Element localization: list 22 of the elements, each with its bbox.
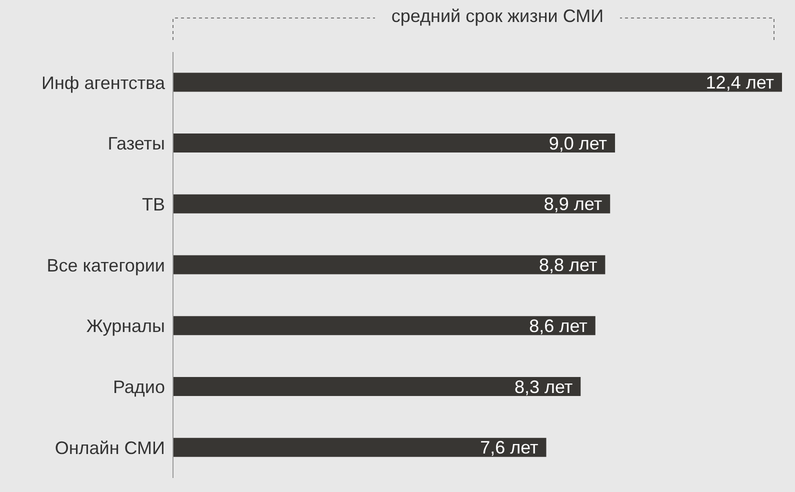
bar	[173, 72, 782, 92]
data-label: 8,9 лет	[544, 194, 602, 214]
bar	[173, 438, 546, 457]
bar	[173, 194, 610, 214]
bar	[173, 255, 606, 274]
data-label: 8,8 лет	[539, 255, 598, 276]
y-tick-label: Радио	[113, 377, 165, 398]
y-tick-label: Журналы	[86, 316, 165, 336]
y-tick-label: Газеты	[108, 134, 165, 154]
chart-title: средний срок жизни СМИ	[375, 6, 620, 26]
data-label: 12,4 лет	[706, 72, 774, 92]
bar	[173, 134, 616, 153]
y-tick-label: Инф агентства	[42, 72, 166, 93]
data-label: 8,3 лет	[514, 376, 573, 397]
bar	[173, 376, 581, 396]
y-tick-label: ТВ	[142, 194, 165, 215]
data-label: 9,0 лет	[548, 133, 608, 154]
data-label: 7,6 лет	[480, 438, 538, 458]
y-tick-label: Все категории	[46, 255, 165, 276]
y-tick-label: Онлайн СМИ	[54, 438, 165, 458]
bar	[173, 316, 596, 336]
data-label: 8,6 лет	[529, 316, 588, 336]
